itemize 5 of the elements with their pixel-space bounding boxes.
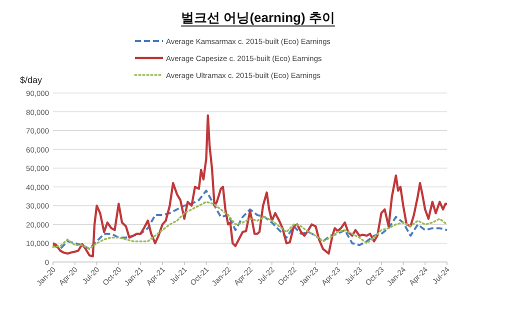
line-series: [52, 190, 448, 250]
line-series: [52, 201, 448, 250]
line-series: [52, 114, 448, 258]
chart-title: 벌크선 어닝(earning) 추이: [181, 10, 335, 25]
y-axis-title: $/day: [20, 75, 43, 85]
